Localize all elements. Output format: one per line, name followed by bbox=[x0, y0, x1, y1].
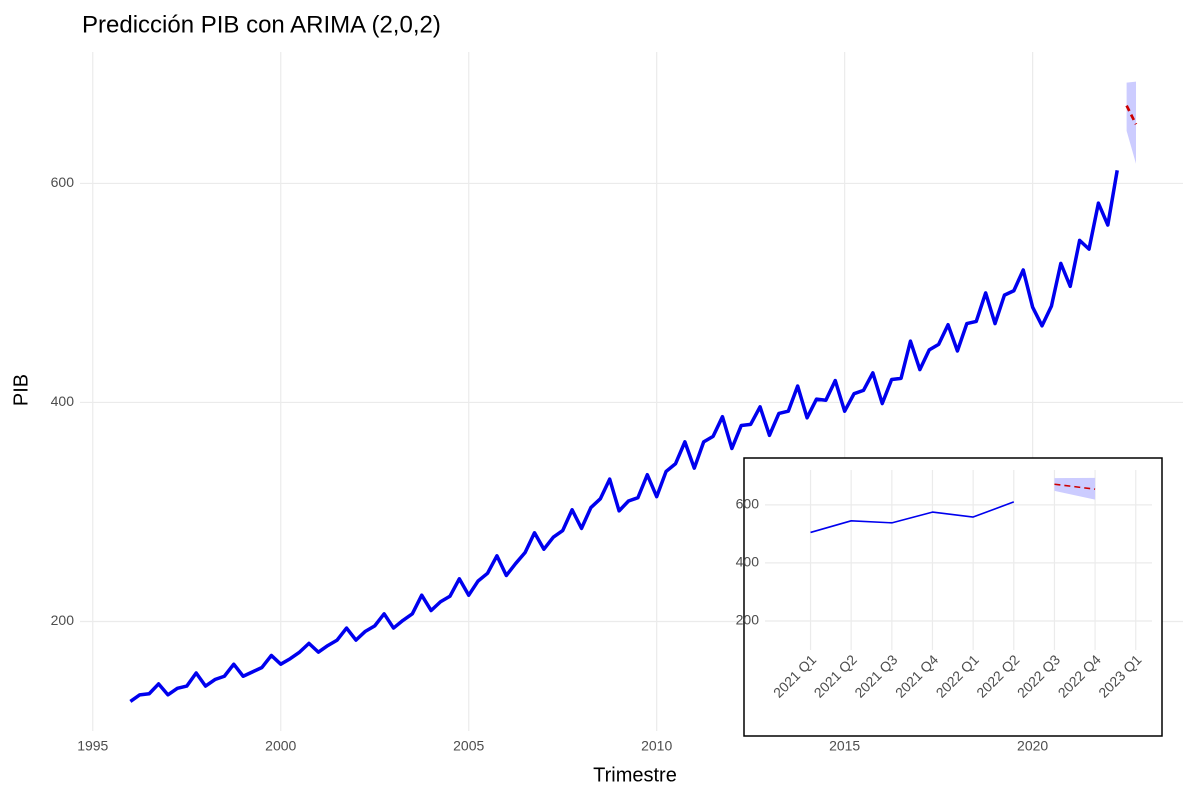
x-tick-label: 2000 bbox=[265, 738, 296, 754]
y-tick-label: 600 bbox=[736, 496, 760, 512]
y-tick-label: 200 bbox=[51, 612, 75, 628]
confidence-band bbox=[1054, 477, 1096, 500]
forecast-line bbox=[1054, 483, 1096, 490]
y-tick-label: 600 bbox=[51, 174, 75, 190]
data-line bbox=[810, 501, 1015, 534]
y-tick-label: 400 bbox=[51, 393, 75, 409]
y-tick-label: 400 bbox=[736, 554, 760, 570]
chart-title: Predicción PIB con ARIMA (2,0,2) bbox=[82, 11, 441, 38]
x-tick-label: 2015 bbox=[829, 738, 860, 754]
confidence-band bbox=[1126, 81, 1137, 164]
x-tick-label: 1995 bbox=[77, 738, 108, 754]
plot-panel: 200 400 600 1995 2000 2005 2010 2015 2020 bbox=[51, 52, 1183, 754]
y-tick-label: 200 bbox=[736, 612, 760, 628]
x-tick-label: 2005 bbox=[453, 738, 484, 754]
forecast-line bbox=[1125, 105, 1138, 125]
x-axis-label: Trimestre bbox=[593, 764, 677, 786]
data-line bbox=[129, 169, 1119, 703]
y-axis-label: PIB bbox=[10, 374, 32, 406]
x-tick-label: 2010 bbox=[641, 738, 672, 754]
x-tick-label: 2020 bbox=[1017, 738, 1048, 754]
